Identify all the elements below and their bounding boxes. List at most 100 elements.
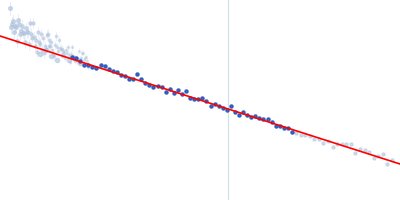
Point bbox=[34, 51, 40, 54]
Point bbox=[73, 59, 79, 62]
Point bbox=[114, 70, 120, 73]
Point bbox=[293, 132, 299, 135]
Point bbox=[36, 40, 42, 43]
Point bbox=[10, 20, 16, 23]
Point bbox=[260, 118, 267, 121]
Point bbox=[77, 57, 83, 60]
Point bbox=[272, 124, 279, 127]
Point bbox=[47, 44, 54, 47]
Point bbox=[32, 45, 38, 48]
Point bbox=[158, 85, 165, 88]
Point bbox=[40, 52, 47, 55]
Point bbox=[142, 82, 148, 85]
Point bbox=[97, 63, 104, 67]
Point bbox=[43, 33, 50, 36]
Point bbox=[70, 55, 76, 58]
Point bbox=[64, 51, 70, 54]
Point bbox=[52, 44, 59, 47]
Point bbox=[343, 143, 350, 146]
Point bbox=[264, 118, 271, 121]
Point bbox=[191, 97, 198, 100]
Point bbox=[256, 116, 263, 119]
Point bbox=[7, 7, 13, 10]
Point bbox=[20, 31, 26, 34]
Point bbox=[207, 105, 214, 108]
Point bbox=[44, 32, 51, 35]
Point bbox=[60, 50, 66, 53]
Point bbox=[75, 60, 81, 63]
Point bbox=[138, 78, 144, 81]
Point bbox=[80, 51, 86, 55]
Point bbox=[81, 58, 87, 62]
Point bbox=[28, 36, 35, 40]
Point bbox=[9, 22, 15, 25]
Point bbox=[74, 56, 80, 59]
Point bbox=[69, 45, 76, 49]
Point bbox=[252, 114, 258, 117]
Point bbox=[26, 43, 32, 46]
Point bbox=[42, 48, 49, 51]
Point bbox=[150, 86, 157, 89]
Point bbox=[89, 65, 96, 69]
Point bbox=[48, 55, 55, 58]
Point bbox=[175, 88, 181, 91]
Point bbox=[84, 59, 90, 63]
Point bbox=[68, 53, 74, 56]
Point bbox=[370, 156, 377, 159]
Point bbox=[268, 121, 275, 124]
Point bbox=[338, 142, 345, 145]
Point bbox=[37, 53, 43, 56]
Point bbox=[66, 53, 72, 56]
Point bbox=[110, 69, 116, 72]
Point bbox=[311, 137, 318, 140]
Point bbox=[15, 18, 21, 21]
Point bbox=[59, 47, 66, 51]
Point bbox=[122, 75, 128, 78]
Point bbox=[162, 91, 169, 94]
Point bbox=[46, 38, 53, 41]
Point bbox=[289, 130, 295, 134]
Point bbox=[76, 50, 82, 53]
Point bbox=[17, 32, 23, 35]
Point bbox=[11, 30, 17, 33]
Point bbox=[38, 49, 45, 52]
Point bbox=[26, 22, 33, 25]
Point bbox=[65, 58, 72, 62]
Point bbox=[85, 63, 92, 66]
Point bbox=[45, 44, 52, 47]
Point bbox=[42, 49, 49, 52]
Point bbox=[146, 83, 153, 87]
Point bbox=[58, 48, 64, 51]
Point bbox=[83, 56, 89, 59]
Point bbox=[93, 66, 100, 69]
Point bbox=[71, 57, 78, 60]
Point bbox=[276, 125, 283, 128]
Point bbox=[53, 35, 60, 38]
Point bbox=[232, 111, 238, 114]
Point bbox=[30, 21, 36, 24]
Point bbox=[166, 88, 173, 91]
Point bbox=[67, 60, 74, 64]
Point bbox=[348, 143, 354, 146]
Point bbox=[244, 113, 250, 116]
Point bbox=[28, 32, 34, 36]
Point bbox=[78, 56, 84, 59]
Point bbox=[19, 25, 25, 28]
Point bbox=[24, 30, 31, 33]
Point bbox=[79, 51, 85, 54]
Point bbox=[51, 54, 58, 58]
Point bbox=[77, 59, 83, 62]
Point bbox=[61, 51, 68, 54]
Point bbox=[183, 90, 189, 93]
Point bbox=[36, 42, 43, 46]
Point bbox=[357, 148, 363, 151]
Point bbox=[69, 56, 75, 59]
Point bbox=[352, 152, 359, 155]
Point bbox=[41, 44, 48, 47]
Point bbox=[179, 92, 185, 95]
Point bbox=[21, 31, 27, 35]
Point bbox=[211, 103, 218, 106]
Point bbox=[85, 66, 91, 69]
Point bbox=[16, 22, 22, 25]
Point bbox=[203, 99, 210, 102]
